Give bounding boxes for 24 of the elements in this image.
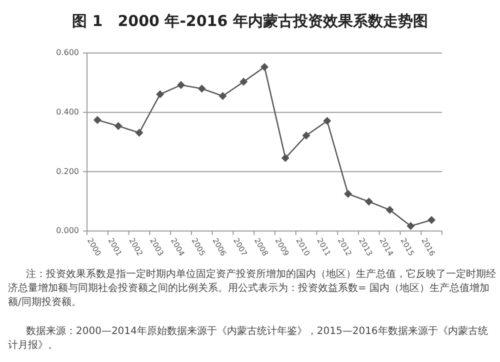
point bbox=[344, 190, 352, 198]
point bbox=[114, 122, 122, 130]
point bbox=[260, 62, 268, 71]
point bbox=[240, 78, 248, 86]
chart-title: 图 1 2000 年-2016 年内蒙古投资效果系数走势图 bbox=[71, 12, 429, 31]
point bbox=[323, 116, 332, 125]
source-note: 数据来源：2000—2014年原始数据来源于《内蒙古统计年鉴》，2015—2016年数据来源于《内蒙古统计月报》。 bbox=[8, 325, 489, 353]
point bbox=[281, 154, 290, 162]
point bbox=[364, 198, 373, 206]
y-tick-label: 0.600 bbox=[56, 48, 79, 58]
point bbox=[135, 128, 144, 137]
point bbox=[156, 90, 164, 98]
point bbox=[302, 131, 310, 140]
y-tick-label: 0.200 bbox=[56, 166, 79, 176]
point bbox=[176, 81, 185, 90]
text: 注：投资效果系数是指一定时期内单位固定资产投资所增加的国内（地区）生产总值，它反映了一定时期经济总量增加额与同期社会投资额之间的比例关系。用公式表示为：投资效益系数= 国内（地区）生产总值增加额/同期投资额。 bbox=[8, 268, 496, 310]
point bbox=[198, 84, 206, 93]
point bbox=[218, 92, 227, 100]
point bbox=[406, 222, 415, 230]
point bbox=[93, 116, 102, 124]
point bbox=[428, 216, 436, 224]
point bbox=[386, 206, 394, 214]
y-tick-label: 0.000 bbox=[56, 226, 79, 236]
y-tick-label: 0.400 bbox=[56, 108, 79, 117]
